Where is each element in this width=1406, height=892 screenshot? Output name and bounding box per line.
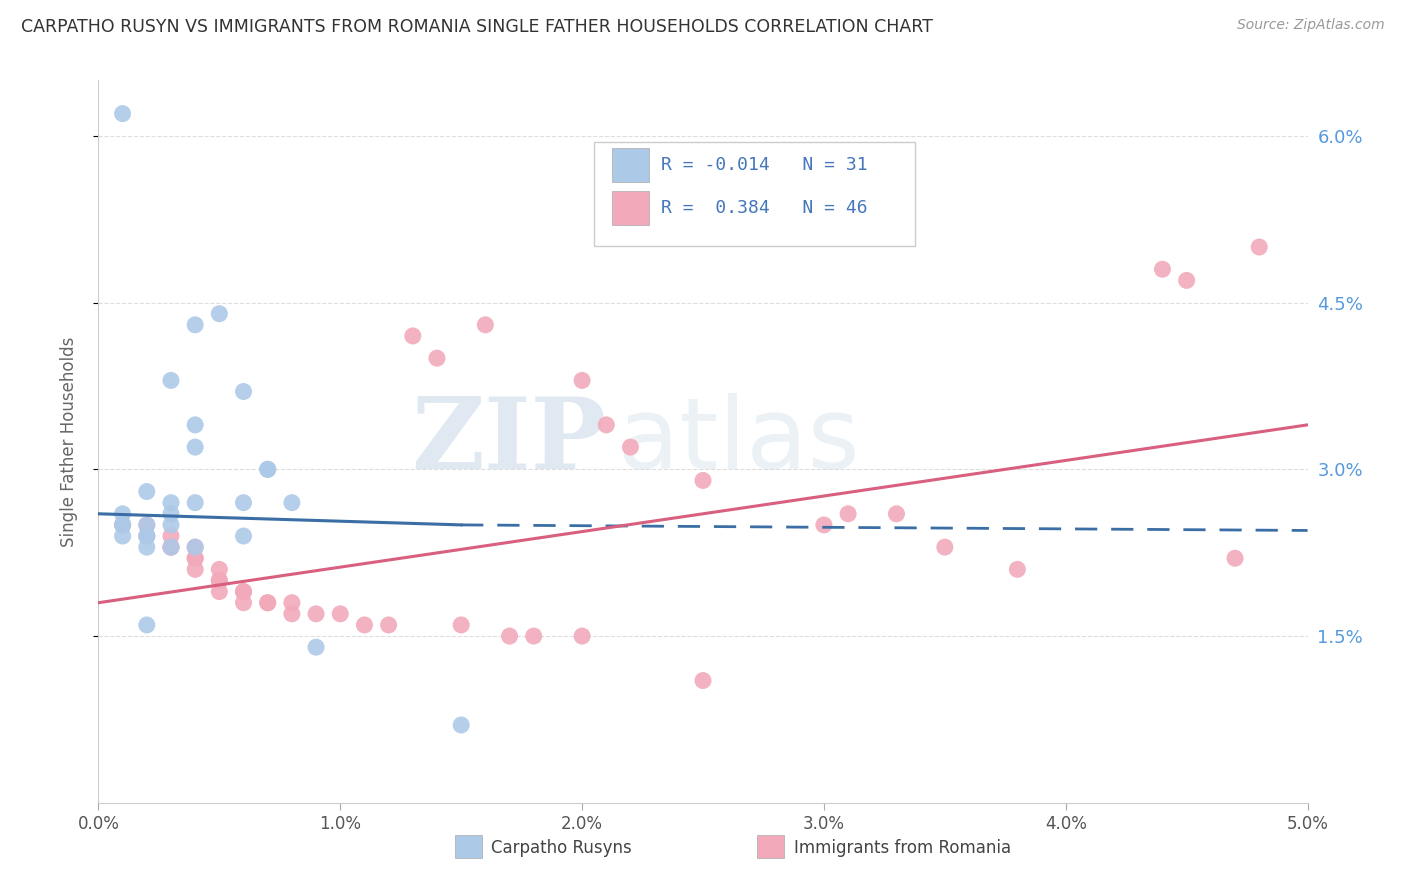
Text: ZIP: ZIP: [412, 393, 606, 490]
Point: [256, 596, 278, 610]
Point: [305, 607, 328, 621]
Point: [184, 440, 207, 454]
Point: [232, 529, 254, 543]
Point: [281, 596, 304, 610]
Point: [692, 474, 714, 488]
Point: [377, 618, 399, 632]
Point: [184, 551, 207, 566]
Point: [111, 529, 134, 543]
Point: [1223, 551, 1246, 566]
Point: [1175, 273, 1198, 287]
Point: [111, 517, 134, 532]
Point: [135, 484, 157, 499]
Point: [523, 629, 546, 643]
Point: [160, 507, 183, 521]
Point: [232, 384, 254, 399]
Point: [135, 540, 157, 554]
Point: [1007, 562, 1029, 576]
Point: [426, 351, 449, 366]
Point: [305, 640, 328, 655]
Point: [135, 529, 157, 543]
Point: [160, 529, 183, 543]
Text: CARPATHO RUSYN VS IMMIGRANTS FROM ROMANIA SINGLE FATHER HOUSEHOLDS CORRELATION C: CARPATHO RUSYN VS IMMIGRANTS FROM ROMANI…: [21, 18, 934, 36]
Point: [232, 596, 254, 610]
Point: [135, 618, 157, 632]
FancyBboxPatch shape: [613, 148, 648, 182]
Point: [184, 540, 207, 554]
Point: [232, 584, 254, 599]
Point: [208, 574, 231, 588]
FancyBboxPatch shape: [456, 835, 482, 858]
Point: [111, 507, 134, 521]
Point: [402, 329, 425, 343]
Point: [256, 462, 278, 476]
Point: [813, 517, 835, 532]
Point: [256, 462, 278, 476]
Point: [571, 373, 593, 387]
Point: [619, 440, 641, 454]
Point: [208, 584, 231, 599]
Point: [184, 417, 207, 432]
Text: Immigrants from Romania: Immigrants from Romania: [793, 838, 1011, 856]
FancyBboxPatch shape: [758, 835, 785, 858]
Point: [1249, 240, 1271, 254]
Point: [595, 417, 617, 432]
Point: [232, 584, 254, 599]
Point: [160, 373, 183, 387]
Point: [281, 496, 304, 510]
Y-axis label: Single Father Households: Single Father Households: [59, 336, 77, 547]
Point: [184, 496, 207, 510]
Text: Source: ZipAtlas.com: Source: ZipAtlas.com: [1237, 18, 1385, 32]
Point: [111, 517, 134, 532]
Point: [353, 618, 375, 632]
Point: [160, 540, 183, 554]
Point: [837, 507, 859, 521]
Point: [232, 496, 254, 510]
Point: [208, 574, 231, 588]
Point: [571, 629, 593, 643]
Point: [184, 551, 207, 566]
Point: [450, 718, 472, 732]
FancyBboxPatch shape: [613, 191, 648, 226]
Point: [111, 106, 134, 120]
Point: [208, 307, 231, 321]
Point: [498, 629, 520, 643]
Point: [135, 517, 157, 532]
Point: [111, 517, 134, 532]
Point: [160, 540, 183, 554]
Point: [184, 540, 207, 554]
Point: [934, 540, 956, 554]
Point: [1152, 262, 1174, 277]
Text: R = -0.014   N = 31: R = -0.014 N = 31: [661, 156, 868, 174]
Point: [135, 517, 157, 532]
Point: [111, 517, 134, 532]
Point: [160, 517, 183, 532]
Point: [692, 673, 714, 688]
Point: [886, 507, 908, 521]
Point: [135, 529, 157, 543]
Point: [184, 562, 207, 576]
Point: [208, 562, 231, 576]
Point: [329, 607, 352, 621]
Text: Carpatho Rusyns: Carpatho Rusyns: [492, 838, 633, 856]
Point: [160, 540, 183, 554]
FancyBboxPatch shape: [595, 142, 915, 246]
Point: [281, 607, 304, 621]
Text: atlas: atlas: [619, 393, 860, 490]
Point: [474, 318, 496, 332]
Point: [256, 596, 278, 610]
Point: [450, 618, 472, 632]
Text: R =  0.384   N = 46: R = 0.384 N = 46: [661, 199, 868, 217]
Point: [184, 318, 207, 332]
Point: [135, 529, 157, 543]
Point: [160, 496, 183, 510]
